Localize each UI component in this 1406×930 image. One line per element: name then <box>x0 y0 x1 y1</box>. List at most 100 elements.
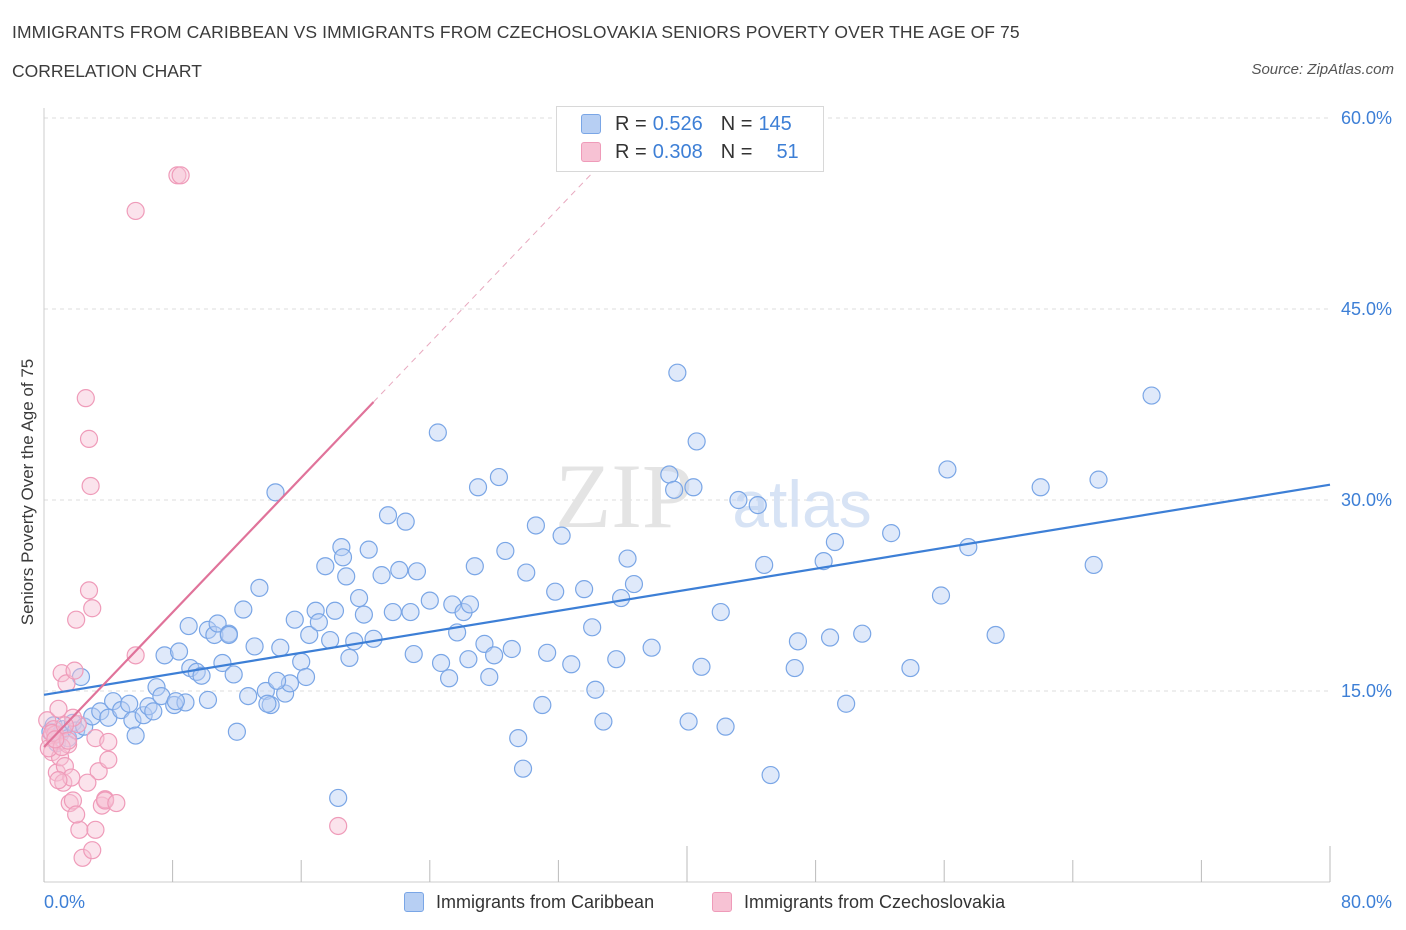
caribbean-point <box>407 562 427 581</box>
caribbean-point <box>575 580 594 599</box>
bottom-legend-czechoslovakia: Immigrants from Czechoslovakia <box>712 889 1005 915</box>
legend-r-value: 0.526 <box>652 112 703 135</box>
caribbean-point <box>459 650 478 669</box>
legend-n-label: N = <box>720 112 753 135</box>
bottom-legend-label: Immigrants from Caribbean <box>436 891 655 912</box>
caribbean-point <box>198 690 218 710</box>
caribbean-point <box>439 669 459 688</box>
caribbean-point <box>1084 555 1103 575</box>
caribbean-point <box>139 697 158 716</box>
caribbean-point <box>224 665 243 684</box>
caribbean-point <box>517 563 536 582</box>
czechoslovakia-point <box>73 848 92 867</box>
caribbean-point <box>665 480 684 499</box>
caribbean-point <box>166 692 185 711</box>
caribbean-point <box>267 671 287 690</box>
caribbean-point <box>390 560 409 580</box>
czechoslovakia-point <box>329 816 348 836</box>
czechoslovakia-point <box>67 610 86 629</box>
y-tick-label: 45.0% <box>1341 299 1392 319</box>
czechoslovakia-point <box>76 389 95 408</box>
czechoslovakia-point <box>99 732 118 752</box>
caribbean-point <box>396 512 415 531</box>
caribbean-point <box>465 557 484 576</box>
caribbean-point <box>502 639 521 659</box>
czechoslovakia-point <box>59 731 78 750</box>
czechoslovakia-point <box>65 661 84 680</box>
caribbean-point <box>820 628 840 647</box>
bottom-legend-label: Immigrants from Czechoslovakia <box>744 891 1006 912</box>
czechoslovakia-point <box>49 699 68 718</box>
caribbean-point <box>144 702 163 721</box>
czechoslovakia-point <box>60 793 79 813</box>
x-tick-label: 0.0% <box>44 892 85 912</box>
chart-subtitle: CORRELATION CHART <box>12 61 202 81</box>
series-czechoslovakia-points <box>38 166 348 867</box>
czechoslovakia-point <box>67 805 86 824</box>
caribbean-point <box>337 567 356 586</box>
caribbean-point <box>624 574 644 594</box>
caribbean-point <box>901 658 920 678</box>
bottom-legend-caribbean: Immigrants from Caribbean <box>404 889 654 915</box>
caribbean-point <box>383 602 402 622</box>
caribbean-point <box>642 638 661 657</box>
caribbean-point <box>546 582 565 601</box>
legend-n-label: N = <box>720 140 753 163</box>
caribbean-point <box>179 616 198 636</box>
caribbean-point <box>296 667 316 687</box>
caribbean-point <box>340 648 359 667</box>
czechoslovakia-point <box>79 581 99 600</box>
czechoslovakia-point <box>83 599 102 618</box>
caribbean-point <box>538 643 557 662</box>
caribbean-point <box>420 591 439 610</box>
caribbean-point <box>155 646 174 665</box>
chart-title: IMMIGRANTS FROM CARIBBEAN VS IMMIGRANTS … <box>12 22 1020 42</box>
caribbean-point <box>258 694 277 713</box>
caribbean-point <box>931 586 951 605</box>
caribbean-point <box>552 526 571 545</box>
caribbean-point <box>668 363 687 382</box>
caribbean-point <box>882 524 901 543</box>
czechoslovakia-point <box>95 791 115 810</box>
caribbean-point <box>176 693 195 712</box>
czechoslovakia-point <box>63 791 83 810</box>
bottom-legend-swatch-pink <box>712 892 732 912</box>
caribbean-point <box>454 602 473 622</box>
caribbean-point <box>814 552 833 571</box>
caribbean-point <box>679 712 698 731</box>
caribbean-point <box>986 625 1005 645</box>
caribbean-point <box>594 712 613 731</box>
caribbean-point <box>329 788 348 808</box>
caribbean-point <box>266 483 285 502</box>
caribbean-point <box>208 614 227 633</box>
caribbean-point <box>372 566 391 585</box>
caribbean-point <box>271 638 290 657</box>
caribbean-point <box>1031 478 1050 497</box>
czechoslovakia-point <box>49 771 68 790</box>
caribbean-point <box>526 516 545 535</box>
caribbean-trend-line <box>43 483 1331 696</box>
caribbean-point <box>959 538 978 557</box>
caribbean-point <box>513 759 533 778</box>
caribbean-point <box>692 657 711 676</box>
caribbean-point <box>611 588 631 608</box>
caribbean-point <box>354 605 373 624</box>
caribbean-point <box>205 625 224 645</box>
caribbean-point <box>292 652 311 671</box>
czechoslovakia-point <box>39 739 58 758</box>
caribbean-point <box>716 717 735 736</box>
series-caribbean-points <box>41 363 1161 808</box>
caribbean-point <box>309 613 328 632</box>
caribbean-point <box>533 695 552 715</box>
caribbean-point <box>316 557 335 576</box>
caribbean-point <box>761 765 780 785</box>
caribbean-point <box>431 653 451 673</box>
tick-labels: 15.0% 30.0% 45.0% 60.0% 0.0% 80.0% <box>44 108 1392 912</box>
legend-r-value: 0.308 <box>652 140 703 163</box>
caribbean-point <box>711 602 730 622</box>
caribbean-point <box>234 600 253 619</box>
caribbean-point <box>364 629 383 648</box>
czechoslovakia-point <box>70 820 89 839</box>
caribbean-point <box>219 625 238 645</box>
